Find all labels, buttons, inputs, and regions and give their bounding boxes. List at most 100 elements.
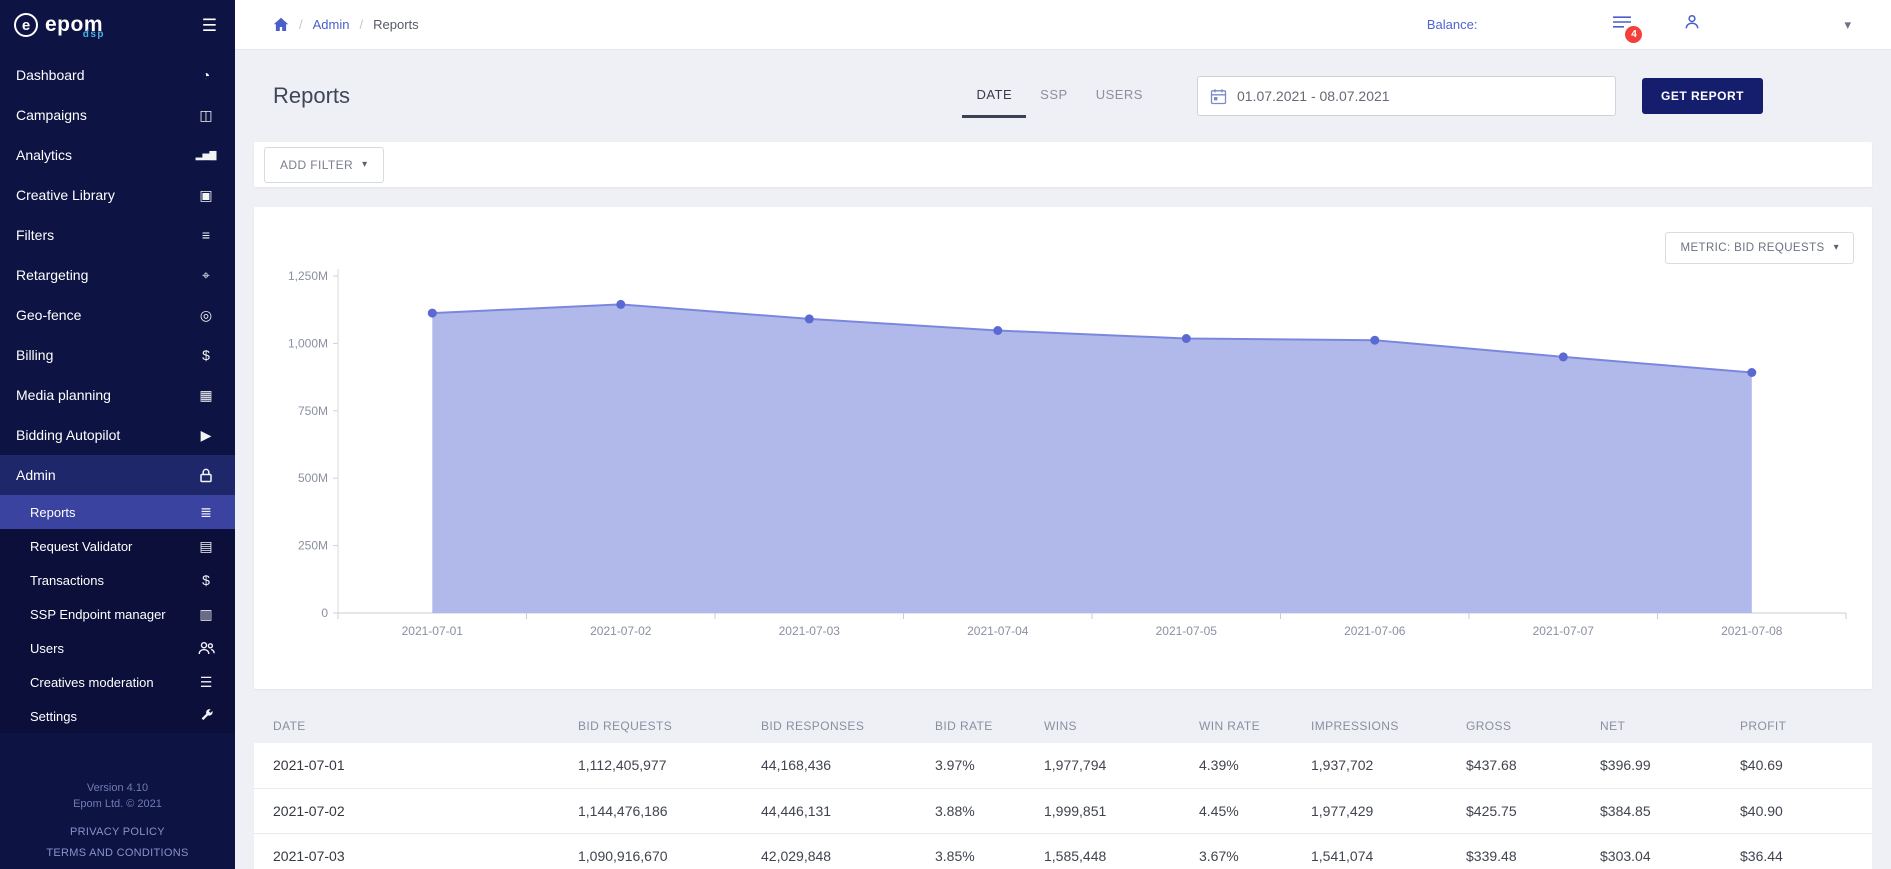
sidebar-item-label: Request Validator [30, 538, 133, 554]
sidebar-item-label: Retargeting [16, 267, 89, 283]
sidebar-item-analytics[interactable]: Analytics ▂▅▇ [0, 135, 235, 175]
request-validator-icon: ▤ [199, 537, 213, 554]
date-range-picker[interactable] [1196, 76, 1616, 116]
user-menu-button[interactable] [1684, 14, 1700, 35]
sidebar-item-billing[interactable]: Billing $ [0, 335, 235, 375]
chevron-down-icon[interactable]: ▾ [1844, 16, 1851, 32]
topbar: Admin Reports Balance: 4 ▾ [235, 0, 1891, 50]
table-cell: 1,112,405,977 [578, 743, 761, 789]
sidebar-item-label: Creatives moderation [30, 674, 154, 690]
sidebar-item-label: SSP Endpoint manager [30, 606, 166, 622]
page-header: Reports DATE SSP USERS GET REPORT [254, 74, 1872, 118]
table-cell: 44,168,436 [761, 743, 935, 789]
sidebar-item-label: Media planning [16, 387, 111, 403]
sidebar-item-media-planning[interactable]: Media planning ▦ [0, 375, 235, 415]
users-icon [195, 641, 217, 655]
topbar-right: Balance: 4 ▾ [1427, 14, 1851, 43]
add-filter-label: ADD FILTER [280, 157, 354, 172]
caret-down-icon: ▾ [362, 158, 368, 170]
column-header-impressions: IMPRESSIONS [1311, 719, 1399, 733]
svg-text:250M: 250M [298, 539, 328, 553]
date-range-input[interactable] [1236, 88, 1603, 104]
sidebar-item-transactions[interactable]: Transactions $ [0, 563, 235, 597]
dashboard-icon: ◔ [201, 67, 211, 83]
sidebar-item-settings[interactable]: Settings [0, 699, 235, 733]
notifications-button[interactable]: 4 [1612, 15, 1643, 43]
report-controls: DATE SSP USERS GET REPORT [962, 74, 1763, 118]
table-cell: 2021-07-03 [254, 833, 578, 869]
sidebar-item-reports[interactable]: Reports ≣ [0, 495, 235, 529]
column-header-profit: PROFIT [1740, 719, 1787, 733]
sidebar-item-label: Creative Library [16, 187, 115, 203]
main-area: Admin Reports Balance: 4 ▾ Reports DATE S… [235, 0, 1891, 869]
brand-sub-label: dsp [82, 29, 106, 40]
terms-link[interactable]: TERMS AND CONDITIONS [46, 847, 189, 859]
sidebar-item-geo-fence[interactable]: Geo-fence ◎ [0, 295, 235, 335]
sidebar-item-label: Analytics [16, 147, 73, 163]
tab-ssp[interactable]: SSP [1040, 87, 1068, 102]
privacy-policy-link[interactable]: PRIVACY POLICY [70, 826, 165, 838]
metric-selector-label: METRIC: BID REQUESTS [1680, 242, 1825, 254]
table-cell: 4.39% [1199, 743, 1311, 789]
sidebar-item-bidding-autopilot[interactable]: Bidding Autopilot ▶ [0, 415, 235, 455]
hamburger-menu-icon[interactable]: ☰ [201, 15, 217, 35]
column-header-wins: WINS [1044, 719, 1077, 733]
table-cell: 4.45% [1199, 788, 1311, 834]
sidebar-item-label: Admin [16, 467, 56, 483]
sidebar-item-filters[interactable]: Filters ≡ [0, 215, 235, 255]
table-cell: 1,999,851 [1044, 788, 1199, 834]
metric-selector[interactable]: METRIC: BID REQUESTS ▾ [1665, 232, 1854, 264]
creatives-moderation-icon: ☰ [199, 673, 213, 690]
user-icon [1684, 14, 1700, 35]
sidebar-footer: Version 4.10 Epom Ltd. © 2021 PRIVACY PO… [0, 780, 235, 861]
svg-text:2021-07-06: 2021-07-06 [1344, 624, 1406, 638]
breadcrumb-admin[interactable]: Admin [312, 17, 350, 32]
sidebar-item-ssp-endpoint-manager[interactable]: SSP Endpoint manager ▥ [0, 597, 235, 631]
get-report-button[interactable]: GET REPORT [1641, 78, 1763, 114]
sidebar-item-label: Bidding Autopilot [16, 427, 121, 443]
sidebar-item-label: Geo-fence [16, 307, 82, 323]
page-title: Reports [273, 83, 351, 108]
sidebar-item-retargeting[interactable]: Retargeting ⌖ [0, 255, 235, 295]
sidebar: e epom dsp ☰ Dashboard ◔ Campaigns ◫ Analyti… [0, 0, 235, 869]
transactions-icon: $ [202, 572, 210, 588]
epom-logo[interactable]: e epom dsp [14, 13, 103, 40]
table-cell: $384.85 [1600, 788, 1740, 834]
svg-text:1,250M: 1,250M [288, 269, 328, 283]
breadcrumb-current: Reports [373, 17, 419, 32]
sidebar-item-request-validator[interactable]: Request Validator ▤ [0, 529, 235, 563]
sidebar-header: e epom dsp ☰ [0, 0, 235, 50]
column-header-net: NET [1600, 719, 1626, 733]
add-filter-button[interactable]: ADD FILTER ▾ [264, 146, 384, 183]
table-cell: 44,446,131 [761, 788, 935, 834]
lock-icon [195, 468, 217, 483]
sidebar-item-admin[interactable]: Admin [0, 455, 235, 495]
sidebar-item-users[interactable]: Users [0, 631, 235, 665]
sidebar-item-creatives-moderation[interactable]: Creatives moderation ☰ [0, 665, 235, 699]
breadcrumb: Admin Reports [273, 17, 419, 32]
table-header-row: DATE BID REQUESTS BID RESPONSES BID RATE WIN… [254, 709, 1872, 743]
table-cell: 1,937,702 [1311, 743, 1466, 789]
sidebar-item-dashboard[interactable]: Dashboard ◔ [0, 55, 235, 95]
tab-users[interactable]: USERS [1095, 87, 1143, 102]
bidding-autopilot-icon: ▶ [200, 426, 212, 443]
table-cell: 2021-07-01 [254, 743, 578, 789]
sidebar-item-creative-library[interactable]: Creative Library ▣ [0, 175, 235, 215]
breadcrumb-separator [359, 17, 363, 32]
copyright-label: Epom Ltd. © 2021 [73, 798, 162, 810]
tab-date[interactable]: DATE [962, 74, 1027, 118]
table-cell: $425.75 [1466, 788, 1600, 834]
table-cell: 2021-07-02 [254, 788, 578, 834]
sidebar-item-label: Transactions [30, 572, 104, 588]
analytics-icon: ▂▅▇ [195, 149, 217, 160]
sidebar-item-campaigns[interactable]: Campaigns ◫ [0, 95, 235, 135]
table-cell: 1,585,448 [1044, 833, 1199, 869]
filter-bar: ADD FILTER ▾ [254, 142, 1872, 187]
settings-icon [195, 709, 217, 723]
home-icon[interactable] [273, 17, 289, 32]
sidebar-item-label: Billing [16, 347, 54, 363]
table-cell: 1,977,794 [1044, 743, 1199, 789]
breadcrumb-separator [299, 17, 303, 32]
table-row: 2021-07-02 1,144,476,186 44,446,131 3.88% 1,… [254, 788, 1872, 834]
sidebar-item-label: Settings [30, 708, 77, 724]
